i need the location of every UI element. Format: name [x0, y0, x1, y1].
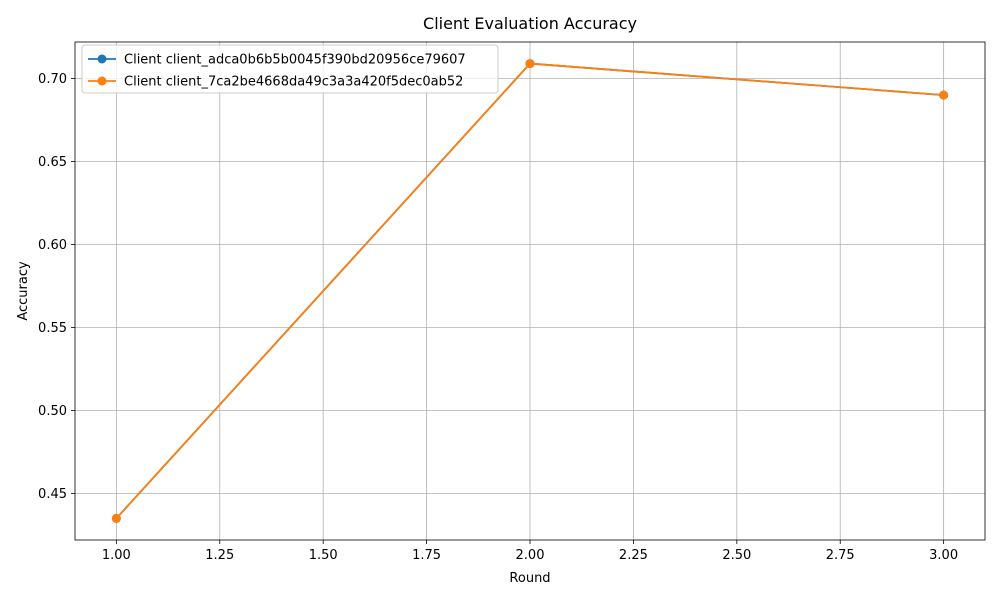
grid: [75, 42, 985, 540]
series-layer: [111, 59, 949, 523]
x-tick-label: 1.25: [205, 548, 234, 563]
series-2: [111, 59, 949, 523]
y-tick-label: 0.45: [38, 487, 67, 502]
x-tick-label: 2.00: [516, 548, 545, 563]
x-tick-label: 1.00: [102, 548, 131, 563]
data-point: [939, 90, 949, 100]
legend-entry: Client client_adca0b6b5b0045f390bd20956c…: [88, 53, 466, 68]
x-tick-label: 2.50: [722, 548, 751, 563]
legend-marker: [97, 76, 107, 86]
data-point: [111, 513, 121, 523]
y-axis-label: Accuracy: [16, 261, 31, 321]
legend-marker: [97, 54, 107, 64]
data-point: [525, 59, 535, 69]
x-tick-label: 1.50: [309, 548, 338, 563]
y-tick-label: 0.55: [38, 321, 67, 336]
x-tick-label: 1.75: [412, 548, 441, 563]
legend: Client client_adca0b6b5b0045f390bd20956c…: [81, 44, 499, 94]
y-axis-ticks: 0.45 0.50 0.55 0.60 0.65 0.70: [38, 72, 75, 502]
x-axis-label: Round: [509, 571, 550, 586]
chart-title: Client Evaluation Accuracy: [423, 14, 637, 33]
y-tick-label: 0.70: [38, 72, 67, 87]
x-axis-ticks: 1.00 1.25 1.50 1.75 2.00 2.25 2.50 2.75 3.00: [102, 540, 958, 563]
y-tick-label: 0.60: [38, 238, 67, 253]
y-tick-label: 0.65: [38, 155, 67, 170]
x-tick-label: 2.75: [826, 548, 855, 563]
legend-box: [81, 44, 499, 94]
x-tick-label: 3.00: [929, 548, 958, 563]
y-tick-label: 0.50: [38, 404, 67, 419]
legend-label: Client client_7ca2be4668da49c3a3a420f5de…: [124, 75, 463, 90]
x-tick-label: 2.25: [619, 548, 648, 563]
legend-entry: Client client_7ca2be4668da49c3a3a420f5de…: [88, 75, 463, 90]
legend-label: Client client_adca0b6b5b0045f390bd20956c…: [124, 53, 466, 68]
